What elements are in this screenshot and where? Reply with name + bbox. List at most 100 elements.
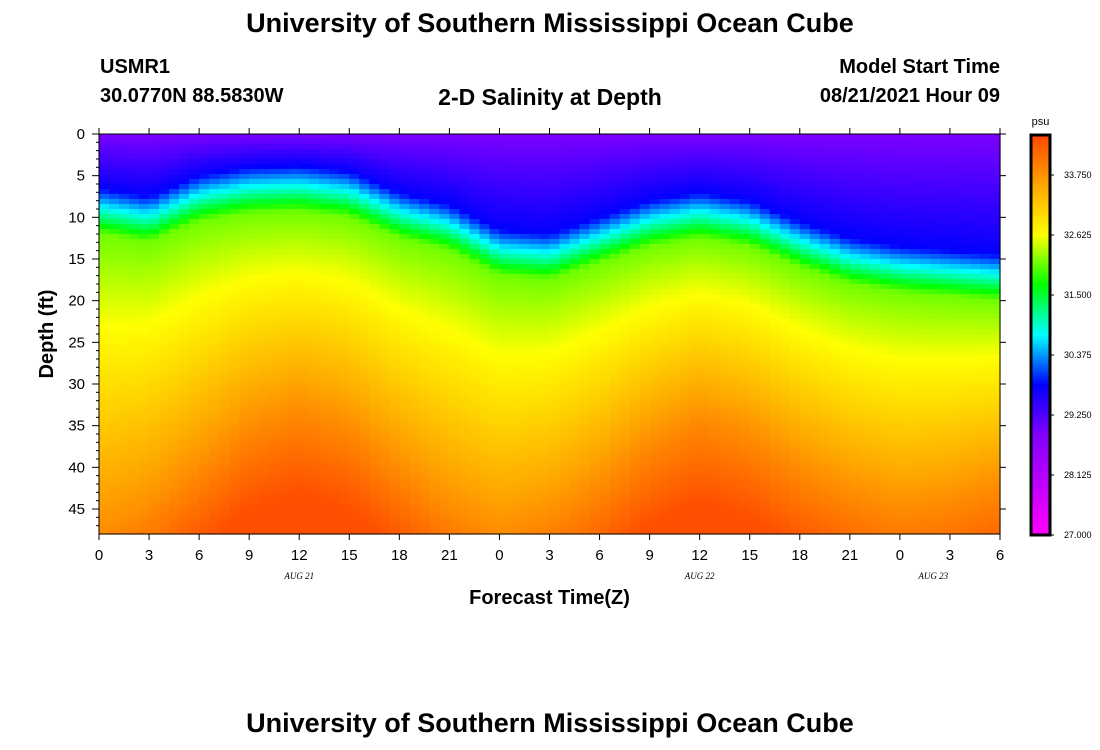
heatmap-cell <box>269 384 280 390</box>
heatmap-cell <box>539 349 551 355</box>
heatmap-cell <box>609 444 621 450</box>
heatmap-cell <box>719 239 731 245</box>
heatmap-cell <box>389 224 400 230</box>
heatmap-cell <box>359 529 370 535</box>
heatmap-cell <box>659 249 671 255</box>
heatmap-cell <box>129 309 140 315</box>
heatmap-cell <box>179 424 190 430</box>
heatmap-cell <box>709 324 721 330</box>
heatmap-cell <box>289 279 300 285</box>
heatmap-cell <box>299 224 310 230</box>
heatmap-cell <box>119 349 130 355</box>
heatmap-cell <box>359 334 370 340</box>
heatmap-cell <box>399 219 410 225</box>
heatmap-cell <box>649 139 661 145</box>
heatmap-cell <box>599 189 611 195</box>
heatmap-cell <box>359 134 370 140</box>
heatmap-cell <box>129 449 140 455</box>
heatmap-cell <box>499 159 511 165</box>
heatmap-cell <box>599 469 611 475</box>
heatmap-cell <box>459 179 471 185</box>
heatmap-cell <box>459 514 471 520</box>
heatmap-cell <box>209 159 220 165</box>
heatmap-cell <box>309 314 320 320</box>
heatmap-cell <box>419 144 430 150</box>
heatmap-cell <box>359 264 370 270</box>
heatmap-cell <box>689 334 701 340</box>
heatmap-cell <box>209 379 220 385</box>
heatmap-cell <box>619 494 631 500</box>
heatmap-cell <box>419 504 430 510</box>
heatmap-cell <box>549 369 561 375</box>
heatmap-cell <box>479 344 491 350</box>
heatmap-cell <box>219 514 230 520</box>
heatmap-cell <box>429 359 440 365</box>
heatmap-cell <box>459 399 471 405</box>
heatmap-cell <box>619 409 631 415</box>
heatmap-cell <box>239 494 250 500</box>
heatmap-cell <box>579 374 591 380</box>
heatmap-cell <box>159 264 170 270</box>
heatmap-cell <box>399 314 410 320</box>
heatmap-cell <box>599 499 611 505</box>
heatmap-cell <box>469 154 481 160</box>
heatmap-cell <box>479 519 491 525</box>
heatmap-cell <box>269 329 280 335</box>
heatmap-cell <box>599 504 611 510</box>
heatmap-cell <box>539 304 551 310</box>
heatmap-cell <box>379 179 390 185</box>
heatmap-cell <box>499 419 511 425</box>
heatmap-cell <box>479 214 491 220</box>
heatmap-cell <box>269 319 280 325</box>
heatmap-cell <box>319 484 330 490</box>
heatmap-cell <box>229 499 240 505</box>
heatmap-cell <box>209 424 220 430</box>
heatmap-cell <box>709 344 721 350</box>
heatmap-cell <box>499 459 511 465</box>
heatmap-cell <box>299 194 310 200</box>
heatmap-cell <box>209 164 220 170</box>
heatmap-cell <box>109 499 120 505</box>
heatmap-cell <box>279 334 290 340</box>
heatmap-cell <box>209 449 220 455</box>
heatmap-cell <box>159 474 170 480</box>
heatmap-cell <box>309 179 320 185</box>
heatmap-cell <box>439 434 450 440</box>
heatmap-cell <box>339 314 350 320</box>
heatmap-cell <box>609 154 621 160</box>
heatmap-cell <box>319 314 330 320</box>
heatmap-cell <box>279 379 290 385</box>
heatmap-cell <box>299 509 310 515</box>
heatmap-cell <box>129 324 140 330</box>
heatmap-cell <box>579 524 591 530</box>
heatmap-cell <box>279 409 290 415</box>
heatmap-cell <box>309 479 320 485</box>
heatmap-cell <box>469 184 481 190</box>
heatmap-cell <box>269 254 280 260</box>
heatmap-cell <box>369 214 380 220</box>
heatmap-cell <box>189 154 200 160</box>
heatmap-cell <box>329 359 340 365</box>
heatmap-cell <box>399 289 410 295</box>
heatmap-cell <box>589 394 601 400</box>
heatmap-cell <box>699 274 711 280</box>
heatmap-cell <box>339 474 350 480</box>
heatmap-cell <box>389 329 400 335</box>
heatmap-cell <box>519 154 531 160</box>
heatmap-cell <box>689 524 701 530</box>
heatmap-cell <box>599 144 611 150</box>
heatmap-cell <box>479 309 491 315</box>
heatmap-cell <box>169 144 180 150</box>
heatmap-cell <box>289 289 300 295</box>
heatmap-cell <box>489 164 501 170</box>
heatmap-cell <box>439 449 450 455</box>
heatmap-cell <box>559 304 571 310</box>
heatmap-cell <box>419 459 430 465</box>
heatmap-cell <box>519 334 531 340</box>
heatmap-cell <box>439 479 450 485</box>
heatmap-cell <box>689 224 701 230</box>
heatmap-cell <box>439 519 450 525</box>
heatmap-cell <box>709 289 721 295</box>
heatmap-cell <box>479 389 491 395</box>
heatmap-cell <box>349 299 360 305</box>
